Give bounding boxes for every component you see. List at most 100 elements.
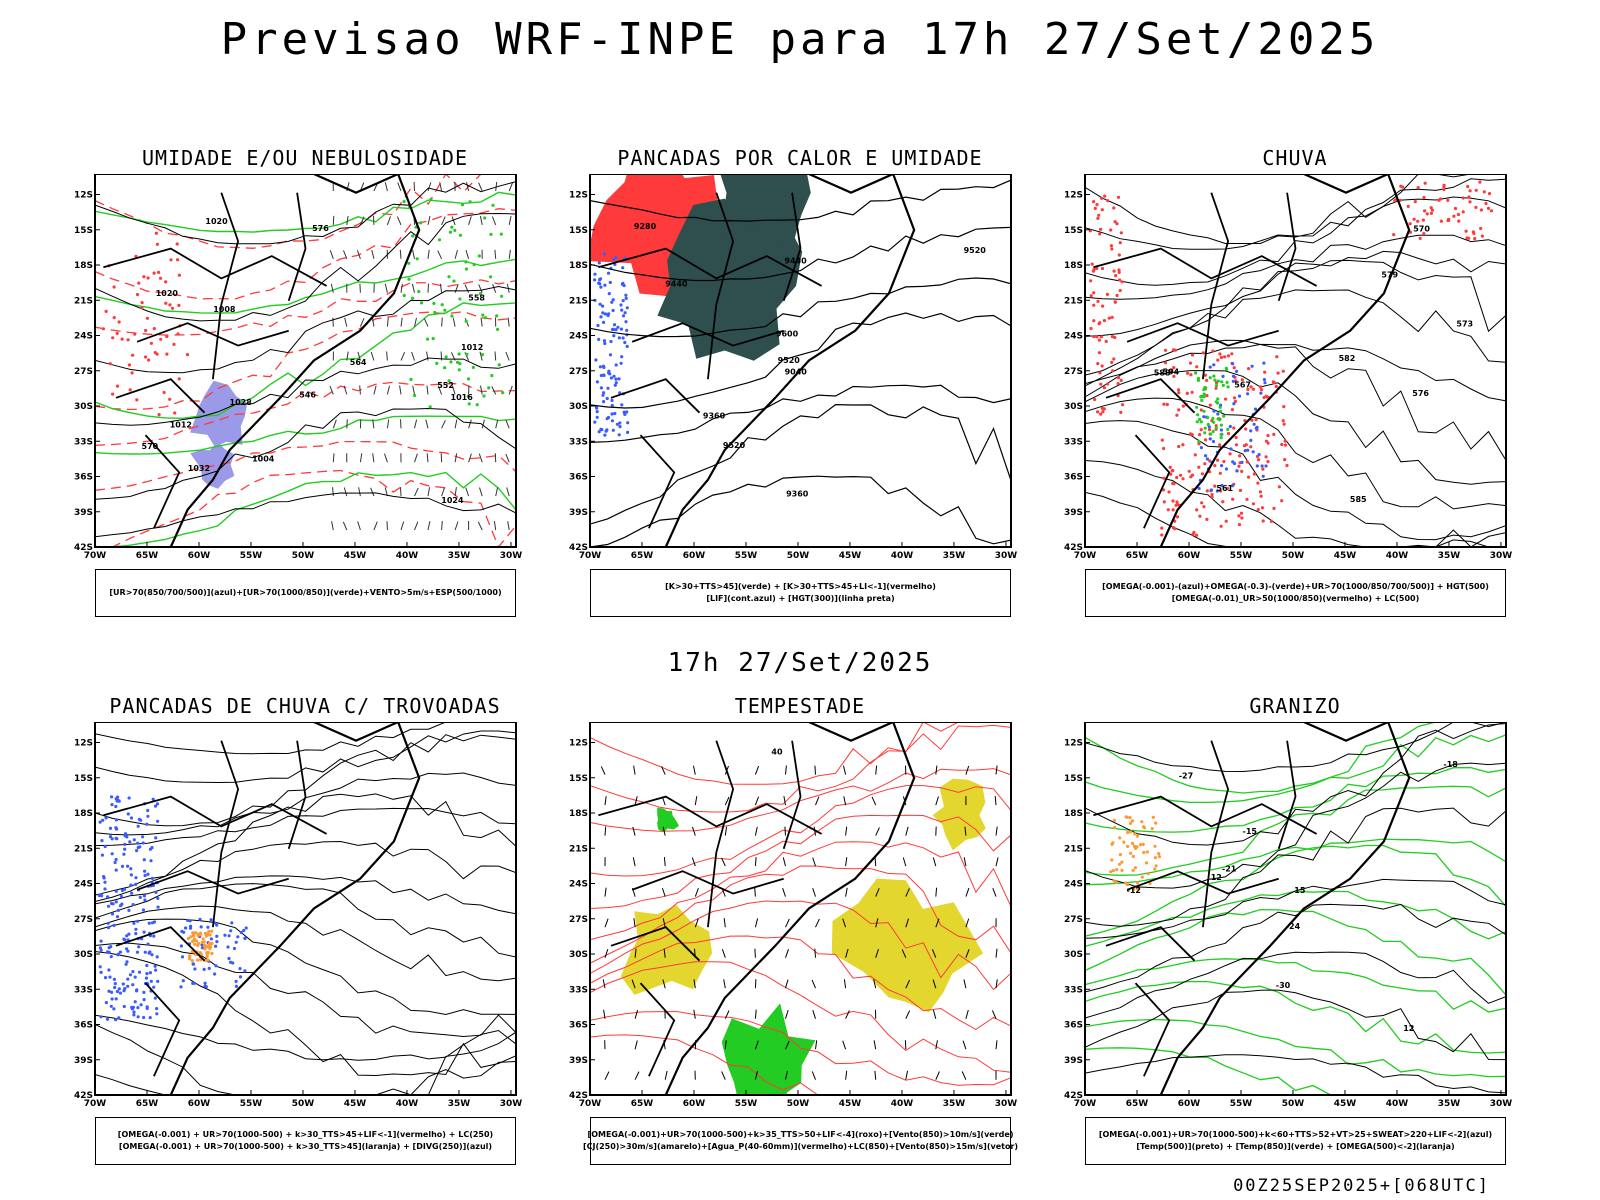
wind-vector: [905, 1010, 911, 1019]
contour-line: [1085, 908, 1506, 996]
precip-dot: [1103, 194, 1107, 198]
wind-vector: [723, 918, 726, 928]
wind-vector: [782, 857, 786, 867]
wind-vector: [468, 216, 472, 226]
precip-dot: [146, 808, 150, 813]
precip-dot: [1246, 387, 1250, 392]
precip-dot: [500, 294, 504, 298]
precip-dot: [1163, 348, 1168, 352]
wind-vector: [384, 487, 388, 497]
precip-dot: [239, 930, 243, 935]
precip-dot: [1138, 843, 1143, 847]
precip-dot: [125, 934, 129, 938]
precip-dot: [143, 950, 147, 954]
precip-dot: [1195, 533, 1199, 537]
precip-dot: [1249, 445, 1253, 449]
precip-dot: [601, 393, 605, 397]
precip-dot: [1175, 515, 1180, 519]
precip-dot: [1163, 361, 1168, 365]
lat-tick-label: 33S: [74, 437, 93, 447]
precip-dot: [1198, 433, 1202, 437]
precip-dot: [176, 258, 180, 262]
precip-dot: [188, 919, 192, 923]
precip-dot: [203, 984, 207, 988]
precip-dot: [1154, 821, 1158, 825]
precip-dot: [111, 336, 115, 340]
precip-dot: [141, 841, 145, 845]
contour-label: 9520: [964, 246, 987, 255]
precip-dot: [188, 926, 193, 930]
precip-dot: [103, 844, 107, 849]
wind-vector: [965, 887, 970, 897]
precip-dot: [1129, 851, 1133, 855]
precip-dot: [1110, 842, 1114, 846]
precip-dot: [104, 309, 108, 313]
precip-dot: [1263, 381, 1267, 385]
precip-dot: [1202, 395, 1206, 399]
wind-vector: [875, 948, 879, 958]
precip-dot: [1118, 836, 1122, 840]
precip-dot: [142, 894, 146, 898]
contour-line: [590, 226, 1011, 282]
precip-dot: [1100, 364, 1104, 368]
precip-dot: [597, 430, 601, 434]
precip-dot: [1214, 384, 1219, 388]
precip-dot: [130, 891, 134, 895]
precip-dot: [136, 824, 140, 828]
precip-dot: [1243, 449, 1247, 453]
precip-dot: [1234, 379, 1238, 383]
precip-dot: [1198, 417, 1202, 421]
panel-umidade: UMIDADE E/OU NEBULOSIDADE 1008 1012 1020 10…: [70, 146, 540, 617]
wind-vector: [873, 1040, 877, 1050]
precip-dot: [1116, 376, 1121, 380]
precip-dot: [471, 365, 475, 369]
precip-dot: [1258, 490, 1263, 494]
precip-dot: [428, 405, 432, 409]
precip-dot: [1172, 374, 1176, 378]
precip-dot: [112, 1007, 116, 1011]
wind-vector: [754, 1009, 757, 1019]
lon-tick-label: 45W: [1334, 1099, 1357, 1109]
wind-vector: [332, 215, 335, 225]
precip-dot: [1089, 294, 1093, 298]
precip-dot: [126, 984, 130, 988]
precip-dot: [116, 953, 120, 957]
precip-dot: [1189, 373, 1193, 377]
precip-dot: [1254, 418, 1258, 422]
wind-vector: [359, 216, 365, 226]
precip-dot: [450, 314, 454, 318]
wind-vector: [812, 1009, 816, 1019]
contour-line: [95, 734, 516, 827]
precip-dot: [1260, 388, 1264, 392]
lat-tick-label: 18S: [569, 261, 588, 271]
wind-vector: [965, 918, 970, 928]
precip-dot: [202, 967, 206, 971]
state-border: [598, 247, 823, 287]
precip-dot: [1100, 266, 1105, 271]
precip-dot: [193, 942, 197, 946]
precip-dot: [210, 951, 214, 956]
precip-dot: [1100, 196, 1104, 200]
precip-dot: [617, 336, 621, 340]
wind-vector: [400, 487, 402, 497]
precip-dot: [1176, 388, 1181, 392]
precip-dot: [1181, 477, 1185, 481]
precip-dot: [1166, 508, 1170, 512]
precip-dot: [1199, 428, 1203, 432]
precip-dot: [112, 316, 116, 320]
precip-dot: [1203, 426, 1207, 430]
precip-dot: [1089, 279, 1093, 283]
precip-dot: [455, 360, 460, 364]
panel-title: TEMPESTADE: [734, 694, 866, 718]
precip-dot: [158, 276, 163, 280]
lon-tick-label: 70W: [84, 551, 107, 561]
precip-dot: [458, 362, 462, 366]
precip-dot: [1474, 188, 1478, 192]
precip-dot: [1262, 361, 1266, 365]
contour-label: 1004: [252, 455, 275, 464]
wind-vector: [454, 419, 458, 429]
lon-tick-label: 60W: [1178, 551, 1201, 561]
precip-dot: [1171, 499, 1175, 503]
wind-vector: [356, 250, 361, 259]
